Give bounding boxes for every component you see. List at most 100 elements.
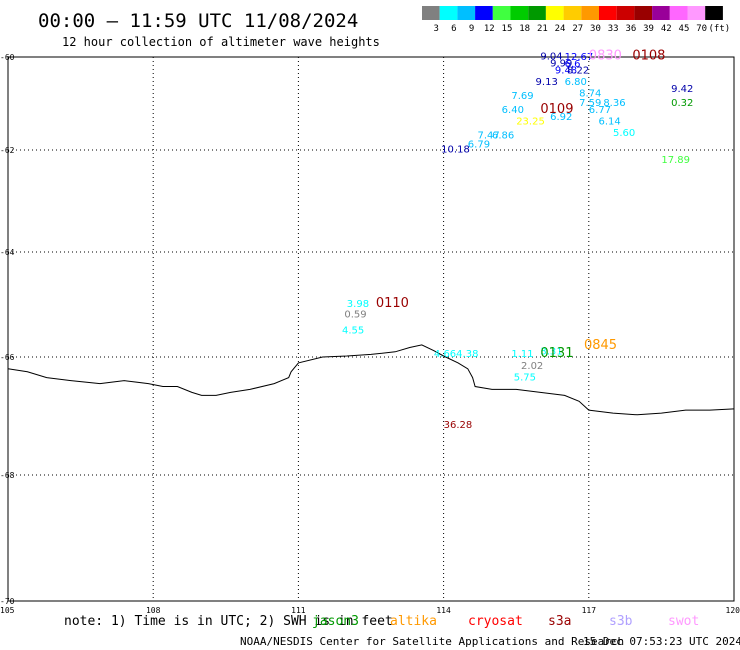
wave-height-label: 6.92 [550,112,572,123]
legend-swatch [652,6,670,20]
wave-height-label: 9.42 [671,84,693,95]
color-legend: 3 6 9 12 15 18 21 24 27 30 33 36 39 42 45 70 (ft) [422,6,730,34]
wave-height-label: 1.11 [511,349,533,360]
legend-swatch [457,6,476,20]
wave-height-label: 6.79 [468,140,490,151]
legend-swatch [422,6,440,20]
wave-height-label: 8.74 [579,89,601,100]
wave-height-label: 3.31 [540,346,562,357]
wave-height-label: 6.6 [565,59,581,70]
wave-height-label: 7.59 [579,98,601,109]
wave-height-label: 10.18 [441,145,470,156]
wave-height-label: 5.75 [514,373,536,384]
legend-label: 21 [537,24,548,34]
wave-height-label: 9.13 [536,77,558,88]
lat-lon-grid [8,57,734,601]
mission-name: s3a [548,614,571,629]
legend-swatch [599,6,617,20]
wave-height-label: 0131 [540,346,573,361]
legend-label: 33 [608,24,619,34]
wave-height-label: 12.67 [565,52,594,63]
lon-label: 120 [726,606,740,615]
wave-height-label: 6.77 [589,105,611,116]
legend-swatch [528,6,546,20]
lon-label: 105 [0,606,15,615]
wave-height-label: 36.28 [444,420,473,431]
wave-height-label: 17.89 [661,155,690,166]
legend-label: 70 [696,24,707,34]
legend-label: (ft) [709,24,731,34]
legend-swatch [439,6,458,20]
legend-swatch [492,6,511,20]
lat-label: -70 [0,597,15,606]
legend-swatch [510,6,529,20]
wave-height-label: 6.86 [492,130,514,141]
wave-height-label: 0830 [589,48,622,63]
footer-note: note: 1) Time is in UTC; 2) SWH is in fe… [64,614,393,629]
wave-height-label: 0.32 [671,98,693,109]
wave-height-label: 0110 [376,296,409,311]
legend-label: 12 [484,24,495,34]
lat-label: -62 [0,146,15,155]
lon-label: 108 [146,606,161,615]
wave-height-label: 8.36 [603,98,625,109]
lon-label: 114 [436,606,451,615]
legend-label: 18 [519,24,530,34]
legend-swatch [581,6,599,20]
legend-label: 39 [643,24,654,34]
lat-label: -66 [0,353,15,362]
lat-label: -60 [0,53,15,62]
legend-swatch [687,6,706,20]
legend-swatch [545,6,564,20]
lon-label: 111 [291,606,306,615]
wave-height-label: 0845 [584,338,617,353]
wave-height-label: 9.04 [540,51,562,62]
map-frame [7,56,735,602]
wave-height-label: 7.47 [477,130,499,141]
wave-height-label: 9.48 [555,65,577,76]
wave-height-label: 3.98 [347,299,369,310]
mission-name: altika [390,614,437,629]
wave-height-label: 4.55 [342,325,364,336]
footer-credit: NOAA/NESDIS Center for Satellite Applica… [240,635,624,648]
legend-label: 27 [572,24,583,34]
legend-label: 36 [625,24,636,34]
antarctic-coastline [7,344,735,416]
legend-label: 15 [502,24,513,34]
mission-legend: jason3 altika cryosat s3a s3b swot [312,614,699,629]
legend-swatch [705,6,723,20]
wave-height-label: 6.40 [502,105,524,116]
legend-label: 42 [661,24,672,34]
legend-swatch [616,6,635,20]
legend-swatch [634,6,653,20]
mission-name: swot [668,614,699,629]
mission-name: s3b [609,614,633,629]
footer-timestamp: 15 Dec 07:53:23 UTC 2024 [583,635,740,648]
legend-swatch [669,6,688,20]
lon-label: 117 [582,606,597,615]
legend-label: 45 [679,24,690,34]
wave-height-label: 7.69 [511,91,533,102]
mission-name: jason3 [312,614,359,629]
legend-label: 9 [469,24,474,34]
map-title: 00:00 – 11:59 UTC 11/08/2024 [38,10,358,32]
wave-height-label: 6.14 [598,116,620,127]
wave-height-label: 0108 [632,48,665,63]
wave-height-label: 23.25 [516,116,545,127]
wave-height-label: 0.59 [344,310,366,321]
wave-height-label: 0109 [540,102,573,117]
wave-height-label: 6.80 [565,77,587,88]
wave-height-label: 2.02 [521,361,543,372]
wave-height-label: 9.99 [550,58,572,69]
wave-height-label: 8.22 [567,65,589,76]
lat-label: -64 [0,248,15,257]
legend-swatch [475,6,493,20]
legend-label: 3 [433,24,438,34]
wave-height-label: 5.60 [613,128,635,139]
mission-name: cryosat [468,614,523,629]
wave-height-label: 4.664.38 [434,349,479,360]
legend-swatch [563,6,582,20]
